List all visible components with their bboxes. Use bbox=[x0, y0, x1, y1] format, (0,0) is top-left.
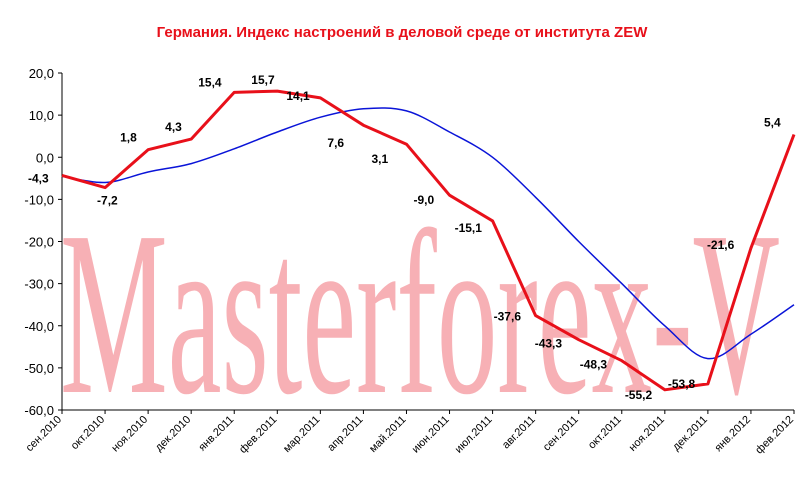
y-tick-label: -20,0 bbox=[24, 235, 54, 250]
watermark: Masterforex-V bbox=[60, 183, 780, 443]
data-label: 3,1 bbox=[371, 152, 388, 166]
data-label: 4,3 bbox=[165, 120, 182, 134]
data-label: 1,8 bbox=[120, 131, 137, 145]
data-label: 5,4 bbox=[764, 116, 781, 130]
data-label: -48,3 bbox=[580, 358, 608, 372]
chart-title: Германия. Индекс настроений в деловой ср… bbox=[156, 24, 648, 41]
data-label: -4,3 bbox=[28, 171, 49, 185]
data-label: -53,8 bbox=[668, 377, 696, 391]
y-tick-label: -40,0 bbox=[24, 319, 54, 334]
data-labels: -4,3 -7,2 1,8 4,3 15,4 15,7 14,1 7,6 3,1 -9,0 -15,… bbox=[28, 73, 781, 402]
y-tick-label: -30,0 bbox=[24, 277, 54, 292]
data-label: -43,3 bbox=[535, 337, 563, 351]
data-label: -7,2 bbox=[97, 194, 118, 208]
data-label: -21,6 bbox=[707, 238, 735, 252]
data-label: -55,2 bbox=[625, 388, 653, 402]
x-tick-label: сен.2010 bbox=[24, 414, 64, 454]
data-label: 7,6 bbox=[327, 136, 344, 150]
data-label: 15,7 bbox=[251, 73, 275, 87]
y-tick-label: 10,0 bbox=[29, 108, 54, 123]
y-tick-label: -60,0 bbox=[24, 403, 54, 418]
y-tick-label: 20,0 bbox=[29, 66, 54, 81]
y-tick-label: -10,0 bbox=[24, 192, 54, 207]
data-label: -15,1 bbox=[455, 221, 483, 235]
series-layer bbox=[61, 89, 796, 392]
data-label: -37,6 bbox=[494, 310, 522, 324]
y-tick-label: 0,0 bbox=[36, 150, 54, 165]
y-axis-ticks: 20,0 10,0 0,0 -10,0 -20,0 -30,0 -40,0 -50,0 -60,… bbox=[24, 66, 62, 418]
y-tick-label: -50,0 bbox=[24, 361, 54, 376]
data-label: -9,0 bbox=[414, 193, 435, 207]
series-line-blue bbox=[61, 107, 795, 360]
data-label: 15,4 bbox=[198, 75, 222, 89]
data-label: 14,1 bbox=[286, 89, 310, 103]
series-line-red bbox=[61, 89, 796, 392]
